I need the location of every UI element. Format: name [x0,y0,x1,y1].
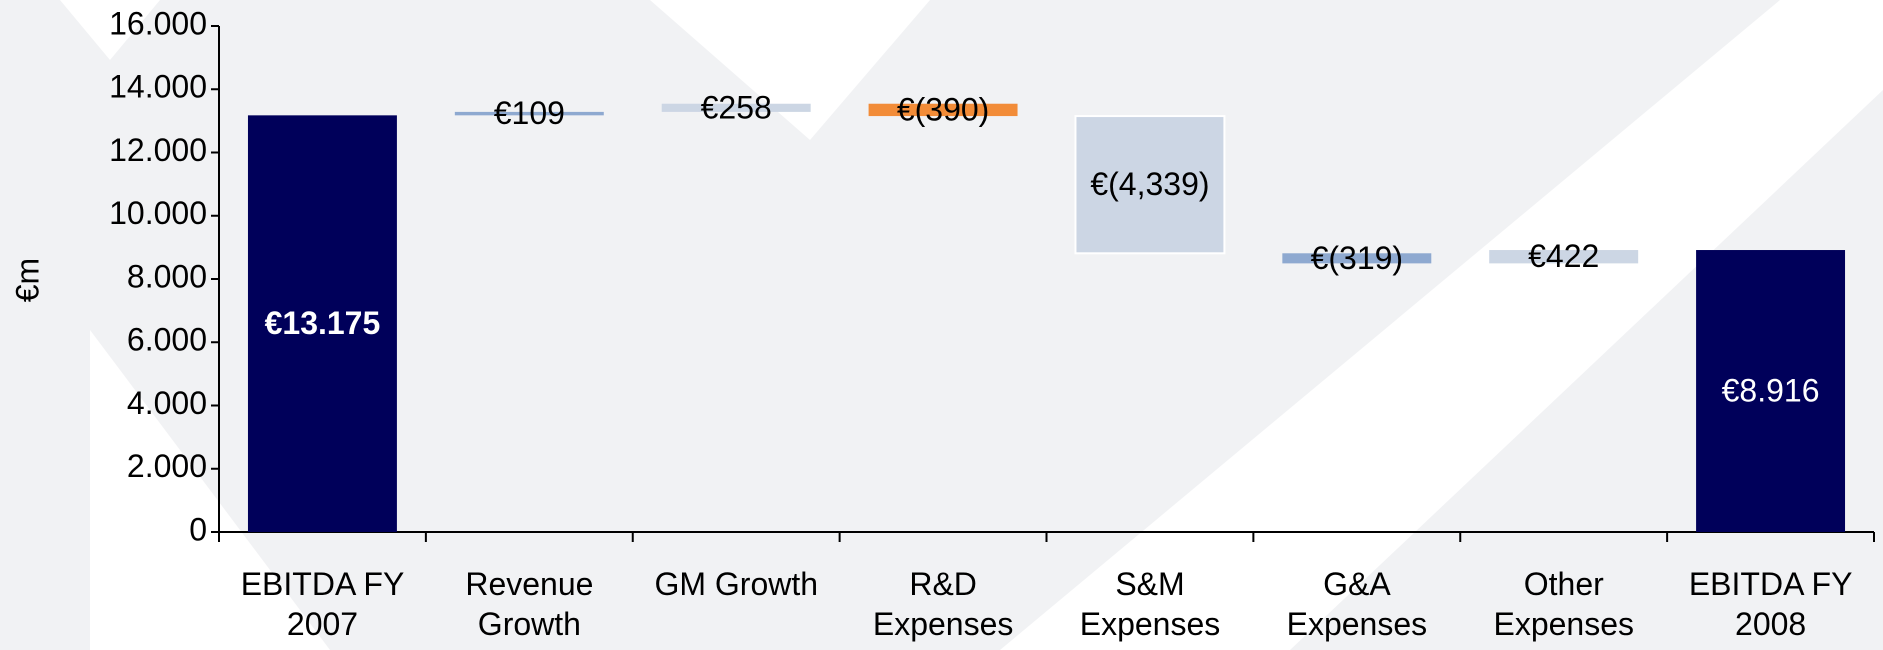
y-tick-label: 12.000 [109,132,207,168]
x-tick-label: R&D Expenses [872,566,1014,642]
bar [661,103,811,112]
x-tick-label: Revenue Growth [465,566,594,642]
x-tick-label: G&A Expenses [1286,566,1428,642]
y-tick-label: 10.000 [109,195,207,231]
value-label: €(4,339) [1090,166,1209,202]
value-label: €422 [1528,238,1599,274]
y-tick-label: 6.000 [127,322,207,358]
value-label: €13.175 [265,305,381,341]
bar [1074,115,1226,255]
x-tick-label: Other Expenses [1493,566,1635,642]
value-label: €(390) [897,91,990,127]
bar [247,115,397,532]
bar [868,103,1018,117]
x-tick-label: EBITDA FY 2008 [1688,566,1853,642]
y-tick-label: 16.000 [109,5,207,41]
y-tick-label: 4.000 [127,385,207,421]
bar [1696,250,1846,532]
y-axis-label: €m [9,258,45,302]
background-shape [90,330,330,650]
value-label: €258 [701,89,772,125]
y-tick-label: 0 [189,511,207,547]
x-tick-label: GM Growth [654,566,819,602]
y-tick-label: 2.000 [127,448,207,484]
value-label: €(319) [1311,240,1404,276]
bar [1282,253,1432,264]
y-tick-label: 14.000 [109,69,207,105]
background-shape [650,0,930,140]
value-label: €109 [494,95,565,131]
x-tick-label: S&M Expenses [1079,566,1221,642]
background-shape [1000,0,1883,650]
y-tick-label: 8.000 [127,258,207,294]
value-label: €8.916 [1722,372,1820,408]
bar [1489,250,1639,264]
bar [454,111,604,116]
x-tick-label: EBITDA FY 2007 [240,566,405,642]
background-shape [60,0,160,60]
